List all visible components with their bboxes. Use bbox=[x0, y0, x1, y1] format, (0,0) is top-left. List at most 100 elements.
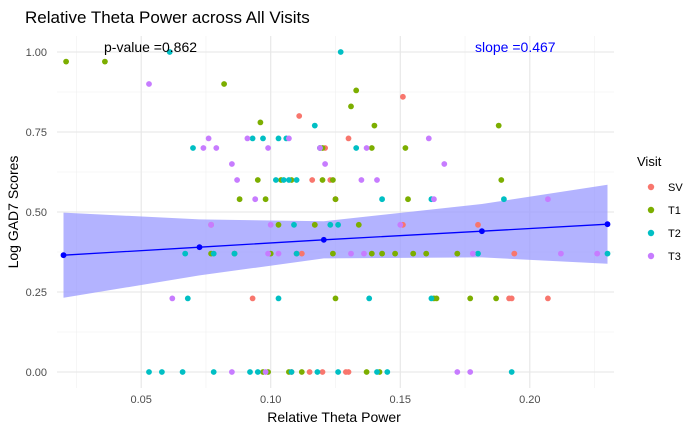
y-tick-label: 0.75 bbox=[26, 127, 47, 139]
data-point-sv bbox=[345, 369, 352, 375]
data-point-t3 bbox=[322, 161, 328, 167]
data-point-t3 bbox=[200, 145, 207, 151]
data-point-t3 bbox=[469, 250, 476, 257]
data-point-t3 bbox=[441, 161, 448, 167]
x-tick-labels: 0.05 0.10 0.15 0.20 bbox=[130, 394, 540, 406]
y-axis-title: Log GAD7 Scores bbox=[5, 156, 21, 269]
data-point-t3 bbox=[146, 81, 152, 87]
y-tick-labels: 0.00 0.25 0.50 0.75 1.00 bbox=[26, 47, 47, 379]
chart-title: Relative Theta Power across All Visits bbox=[25, 8, 310, 27]
data-point-t1 bbox=[493, 295, 499, 302]
slope-annotation: slope =0.467 bbox=[475, 39, 556, 55]
data-point-t1 bbox=[330, 177, 336, 183]
y-tick-label: 0.00 bbox=[26, 367, 47, 379]
legend-marker-t2 bbox=[647, 229, 655, 237]
x-tick-label: 0.15 bbox=[390, 394, 411, 406]
legend-label-t2: T2 bbox=[668, 228, 681, 240]
x-tick-label: 0.20 bbox=[519, 394, 540, 406]
data-point-t1 bbox=[275, 221, 282, 228]
data-point-t1 bbox=[332, 196, 339, 203]
data-point-t2 bbox=[335, 369, 341, 375]
x-tick-label: 0.05 bbox=[130, 394, 151, 406]
data-point-t2 bbox=[184, 295, 191, 302]
data-point-t2 bbox=[428, 295, 435, 302]
data-point-t1 bbox=[454, 250, 461, 257]
data-point-sv bbox=[511, 250, 518, 257]
data-point-t3 bbox=[234, 177, 241, 183]
data-point-sv bbox=[475, 221, 481, 228]
data-point-t2 bbox=[249, 135, 256, 142]
data-point-t3 bbox=[265, 250, 271, 257]
data-point-t2 bbox=[190, 145, 196, 151]
data-point-t1 bbox=[221, 81, 228, 87]
regression-marker bbox=[196, 244, 203, 251]
data-point-t2 bbox=[210, 250, 217, 257]
data-point-t3 bbox=[252, 196, 259, 203]
data-point-t2 bbox=[384, 369, 391, 375]
data-point-t3 bbox=[467, 369, 474, 375]
data-point-t1 bbox=[379, 250, 385, 257]
data-point-sv bbox=[545, 295, 551, 302]
data-point-t1 bbox=[348, 103, 354, 110]
data-point-t1 bbox=[332, 295, 339, 302]
data-point-t2 bbox=[379, 196, 385, 203]
data-point-t1 bbox=[353, 87, 360, 94]
data-point-t3 bbox=[229, 161, 235, 167]
data-point-t2 bbox=[231, 250, 238, 257]
data-point-t2 bbox=[146, 369, 152, 375]
data-point-t1 bbox=[63, 58, 69, 65]
data-point-t1 bbox=[433, 295, 440, 302]
regression-marker bbox=[479, 228, 485, 235]
legend-items: SV T1 T2 T3 bbox=[647, 182, 683, 263]
data-point-t1 bbox=[102, 58, 108, 65]
data-point-t2 bbox=[166, 49, 173, 55]
data-point-t1 bbox=[257, 119, 264, 126]
data-point-t1 bbox=[368, 250, 375, 257]
data-point-t1 bbox=[371, 122, 378, 129]
legend-label-t1: T1 bbox=[668, 205, 681, 217]
data-point-t2 bbox=[260, 135, 266, 142]
data-point-t3 bbox=[397, 221, 404, 228]
data-point-t2 bbox=[501, 196, 507, 203]
data-point-t3 bbox=[244, 135, 251, 142]
data-point-t1 bbox=[355, 221, 362, 228]
data-point-t3 bbox=[374, 177, 380, 183]
data-point-sv bbox=[400, 93, 406, 100]
data-point-t3 bbox=[317, 145, 323, 151]
data-point-t3 bbox=[208, 221, 215, 228]
data-point-t3 bbox=[213, 145, 220, 151]
confidence-band bbox=[63, 184, 608, 298]
data-point-t1 bbox=[368, 145, 375, 151]
data-point-t2 bbox=[159, 369, 165, 375]
regression-marker bbox=[60, 252, 67, 259]
data-point-t3 bbox=[425, 135, 432, 142]
data-point-t3 bbox=[558, 250, 564, 257]
regression-marker bbox=[604, 221, 611, 228]
legend-marker-t3 bbox=[647, 252, 655, 260]
data-point-t2 bbox=[366, 295, 373, 302]
data-point-t1 bbox=[467, 295, 474, 302]
data-point-t2 bbox=[604, 250, 611, 257]
data-point-t2 bbox=[374, 369, 380, 375]
legend-marker-sv bbox=[647, 183, 655, 191]
data-point-t3 bbox=[265, 145, 271, 151]
points-layer bbox=[63, 49, 611, 375]
legend-title: Visit bbox=[637, 154, 662, 169]
data-point-t3 bbox=[275, 250, 282, 257]
data-point-t1 bbox=[498, 177, 505, 183]
legend-label-sv: SV bbox=[668, 182, 683, 194]
data-point-t1 bbox=[298, 369, 305, 375]
data-point-t1 bbox=[423, 250, 430, 257]
confidence-band-layer bbox=[63, 184, 608, 298]
data-point-sv bbox=[309, 177, 316, 183]
data-point-t1 bbox=[402, 145, 409, 151]
data-point-t1 bbox=[363, 369, 370, 375]
data-point-t2 bbox=[327, 221, 334, 228]
data-point-t3 bbox=[267, 221, 274, 228]
fit-line-layer bbox=[60, 221, 611, 259]
data-point-t2 bbox=[275, 135, 282, 142]
legend: Visit SV T1 T2 T3 bbox=[637, 154, 683, 263]
data-point-t1 bbox=[319, 177, 326, 183]
